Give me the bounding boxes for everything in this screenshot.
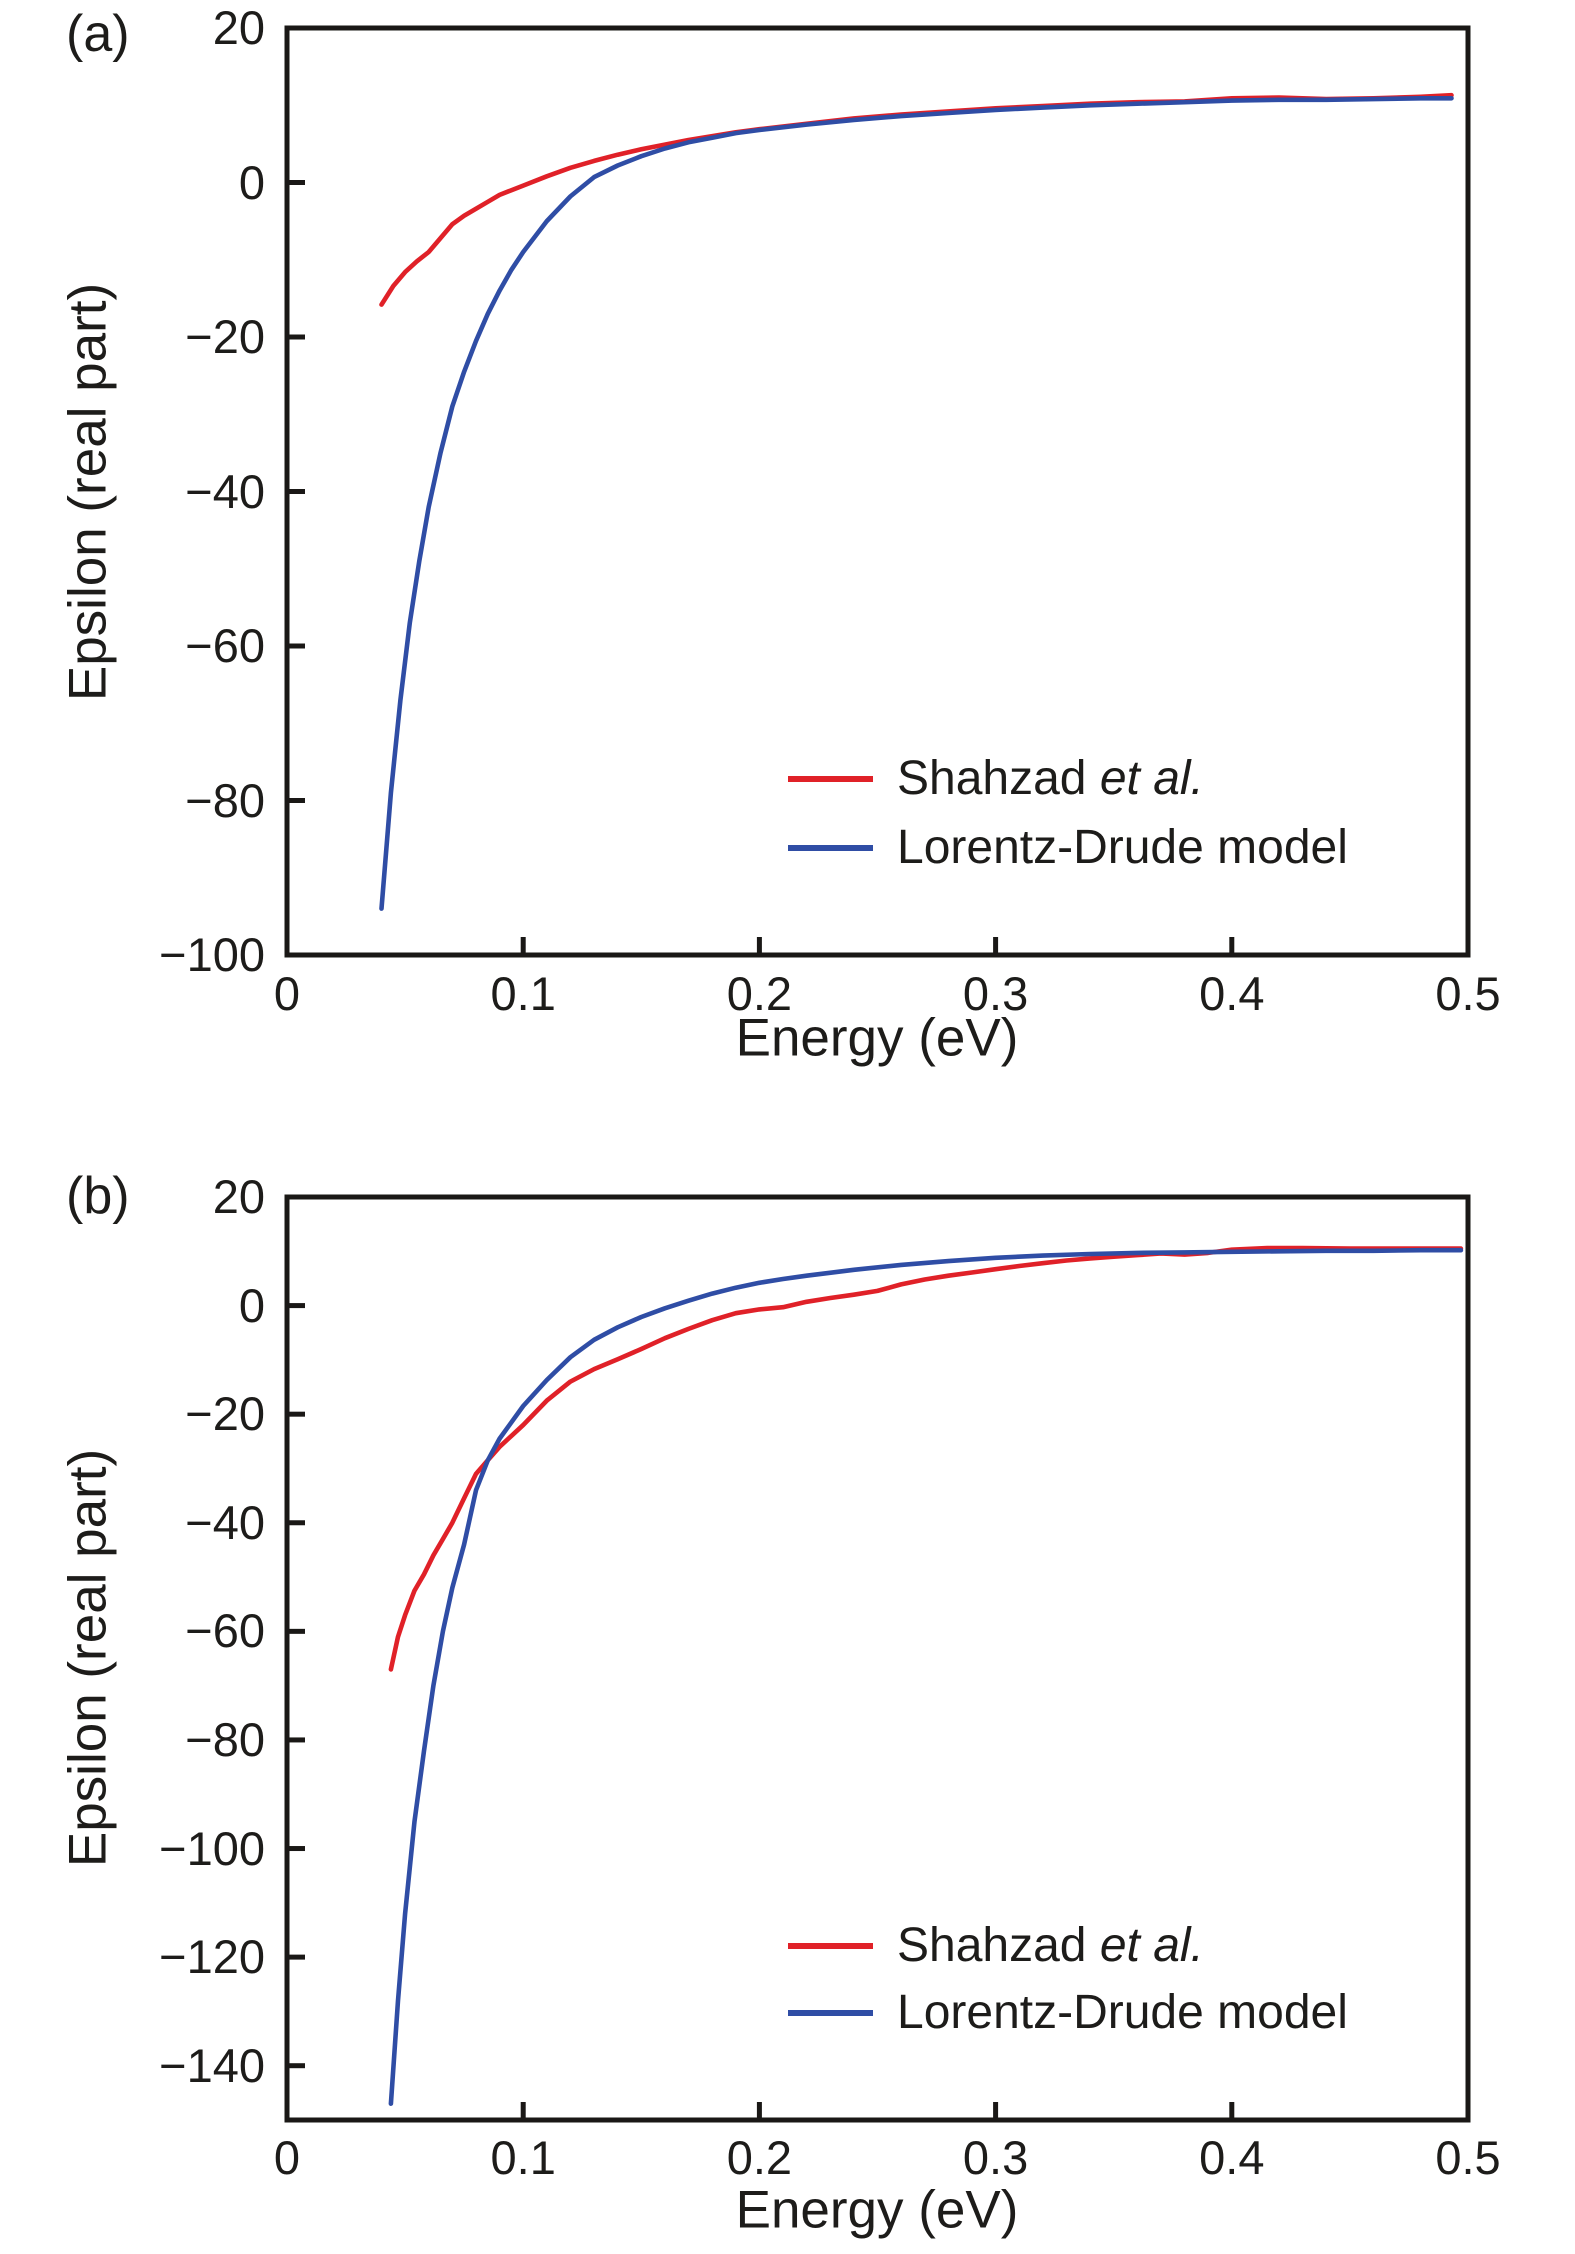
legend-entry-lorentz-drude-b: Lorentz-Drude model: [788, 1981, 1348, 2045]
y-tick-label: −20: [185, 310, 265, 363]
x-tick-label: 0.3: [962, 967, 1029, 1020]
x-tick-label: 0.2: [726, 2131, 793, 2184]
x-tick-label: 0.4: [1199, 2131, 1265, 2184]
x-tick-label: 0.2: [726, 967, 793, 1020]
y-tick-label: −60: [185, 619, 265, 672]
curve-shahzad-et-al-b: [388, 1245, 1464, 1672]
y-tick-label: 20: [212, 1, 265, 54]
y-tick-label: −120: [159, 1930, 265, 1984]
legend-label-text: Shahzad: [897, 1919, 1100, 1972]
y-tick-label: −80: [185, 773, 265, 827]
legend-label-shahzad: Shahzad et al.: [897, 755, 1204, 803]
legend-label-italic: et al.: [1099, 752, 1204, 805]
legend-label-lorentz-drude: Lorentz-Drude model: [897, 1989, 1348, 2037]
y-tick-label: 0: [238, 155, 265, 209]
y-tick-label: −60: [185, 1604, 265, 1658]
plot-box-a: [284, 25, 1471, 958]
legend-swatch-shahzad-icon: [788, 776, 873, 782]
curve-shahzad-et-al-a: [379, 92, 1454, 307]
x-tick-label: 0.1: [490, 2131, 556, 2184]
y-tick-label: −40: [185, 464, 265, 518]
x-tick-label: 0: [273, 967, 301, 1020]
legend-swatch-shahzad-icon: [788, 1943, 873, 1949]
legend-label-text: Lorentz-Drude model: [897, 821, 1348, 874]
x-tick-label: 0.4: [1199, 967, 1265, 1020]
legend-entry-lorentz-drude-a: Lorentz-Drude model: [788, 816, 1348, 880]
x-axis-label-b: Energy (eV): [735, 2180, 1019, 2240]
x-tick-label: 0.5: [1435, 967, 1501, 1020]
plot-box-b: [284, 1194, 1471, 2123]
x-tick-label: 0.1: [490, 967, 556, 1020]
legend-label-lorentz-drude: Lorentz-Drude model: [897, 824, 1348, 872]
legend-label-text: Lorentz-Drude model: [897, 1986, 1348, 2039]
legend-swatch-lorentz-drude-icon: [788, 2010, 873, 2016]
legend-label-italic: et al.: [1099, 1919, 1204, 1972]
x-tick-label: 0.5: [1435, 2131, 1501, 2184]
legend-label-shahzad: Shahzad et al.: [897, 1922, 1204, 1970]
y-tick-label: 20: [212, 1170, 265, 1223]
x-tick-label: 0.3: [962, 2131, 1029, 2184]
y-tick-label: 0: [238, 1278, 265, 1332]
x-tick-label: 0: [273, 2131, 301, 2184]
y-tick-label: −40: [185, 1495, 265, 1549]
x-axis-label-a: Energy (eV): [735, 1008, 1019, 1068]
panel-letter-b: (b): [66, 1167, 130, 1225]
panel-letter-a: (a): [66, 5, 130, 63]
y-tick-label: −140: [159, 2038, 265, 2092]
y-tick-label: −100: [159, 928, 265, 981]
y-tick-label: −80: [185, 1712, 265, 1766]
curve-lorentz-drude-model-a: [379, 96, 1454, 911]
legend-entry-shahzad-a: Shahzad et al.: [788, 747, 1204, 811]
curve-lorentz-drude-model-b: [388, 1247, 1464, 2106]
y-tick-label: −20: [185, 1387, 265, 1441]
legend-entry-shahzad-b: Shahzad et al.: [788, 1914, 1204, 1978]
y-tick-label: −100: [159, 1821, 265, 1875]
legend-swatch-lorentz-drude-icon: [788, 845, 873, 851]
legend-label-text: Shahzad: [897, 752, 1100, 805]
